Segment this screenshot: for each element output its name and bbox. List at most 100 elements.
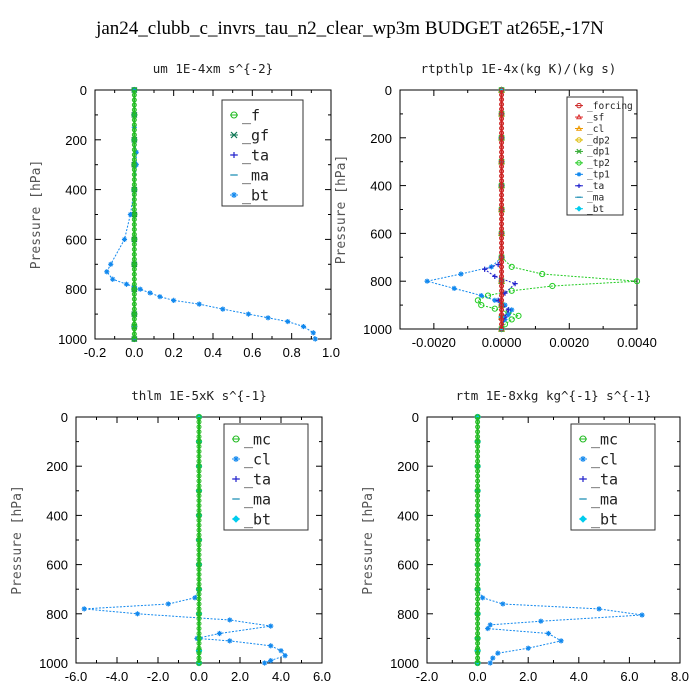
y-tick-label: 1000: [39, 656, 68, 671]
data-point: [282, 653, 288, 659]
data-point: [491, 305, 498, 312]
legend-entry: _tp2: [587, 158, 610, 169]
legend-entry: _ta: [244, 470, 271, 488]
zero-profile-point: [131, 92, 137, 98]
zero-profile-point: [196, 478, 202, 484]
data-point: [482, 266, 488, 272]
y-tick-label: 600: [397, 558, 419, 573]
zero-profile-point: [499, 173, 505, 179]
zero-profile-point: [475, 586, 481, 592]
zero-profile-point: [475, 547, 481, 553]
y-tick-label: 800: [397, 607, 419, 622]
zero-profile-point: [475, 601, 481, 607]
data-point: [285, 318, 291, 325]
data-point: [268, 623, 274, 629]
data-point: [268, 657, 274, 664]
data-point: [525, 645, 531, 651]
zero-profile-point: [499, 226, 505, 232]
zero-profile-point: [475, 429, 481, 435]
zero-profile-point: [475, 419, 481, 425]
y-tick-label: 600: [46, 558, 68, 573]
y-tick-label: 1000: [363, 322, 392, 337]
zero-profile-point: [475, 562, 481, 568]
zero-profile-point: [499, 87, 505, 93]
x-tick-label: 8.0: [671, 669, 689, 684]
zero-profile-point: [499, 221, 505, 227]
zero-profile-point: [499, 316, 505, 322]
zero-profile-point: [475, 591, 481, 597]
data-point: [495, 650, 501, 656]
x-tick-label: 6.0: [313, 669, 331, 684]
zero-profile-point: [196, 591, 202, 597]
legend-marker: [576, 148, 582, 155]
zero-profile-point: [196, 552, 202, 558]
data-point: [268, 643, 274, 649]
zero-profile-point: [499, 278, 505, 284]
zero-profile-point: [131, 281, 137, 287]
zero-profile-point: [131, 107, 137, 113]
zero-profile-point: [196, 419, 202, 425]
zero-profile-point: [475, 414, 481, 420]
zero-profile-point: [499, 106, 505, 112]
zero-profile-point: [475, 439, 481, 445]
chart-panel-3: thlm 1E-5xK s^{-1} Pressure [hPa] -6.0 -4.0…: [10, 388, 331, 684]
zero-profile-point: [196, 601, 202, 607]
x-tick-label: 0.0040: [617, 335, 657, 350]
figure-title: jan24_clubb_c_invrs_tau_n2_clear_wp3m BU…: [96, 18, 604, 39]
x-tick-label: 2.0: [231, 669, 249, 684]
zero-profile-point: [131, 197, 137, 203]
zero-profile-point: [499, 297, 505, 303]
zero-profile-point: [131, 212, 137, 217]
legend-entry: _tp1: [587, 170, 610, 181]
legend-marker: [230, 131, 238, 139]
data-point: [485, 625, 491, 632]
legend-entry: _cl: [591, 450, 618, 468]
zero-profile-point: [499, 130, 505, 136]
zero-profile-point: [196, 429, 202, 435]
data-point: [487, 622, 493, 628]
data-point: [121, 236, 128, 242]
zero-profile-point: [131, 291, 137, 297]
zero-profile-point: [499, 192, 505, 198]
zero-profile-point: [499, 283, 505, 289]
data-point: [492, 297, 498, 303]
data-point: [639, 612, 645, 618]
zero-profile-point: [196, 616, 202, 622]
y-tick-label: 800: [46, 607, 68, 622]
legend-marker: [233, 476, 239, 482]
y-tick-label: 0: [61, 410, 68, 425]
zero-profile-point: [475, 571, 481, 577]
data-point: [123, 281, 130, 287]
legend-marker: [576, 137, 582, 143]
zero-profile-point: [475, 498, 481, 504]
y-axis-label: Pressure [hPa]: [10, 485, 25, 595]
data-point: [110, 276, 116, 282]
data-point: [495, 261, 501, 268]
data-point: [300, 323, 307, 330]
zero-profile-point: [475, 527, 481, 533]
y-tick-label: 200: [397, 459, 419, 474]
legend-entry: _ma: [242, 166, 269, 184]
y-tick-label: 400: [46, 508, 68, 523]
zero-profile-point: [196, 424, 202, 430]
zero-profile-point: [131, 207, 137, 213]
legend-entry: _gf: [242, 126, 269, 144]
zero-profile-point: [499, 183, 505, 189]
zero-profile-point: [131, 187, 137, 193]
data-point: [424, 278, 430, 284]
zero-profile-point: [475, 596, 481, 602]
y-tick-label: 600: [370, 226, 392, 241]
panel-title: um 1E-4xm s^{-2}: [153, 61, 273, 76]
legend-entry: _bt: [591, 510, 618, 528]
zero-profile-point: [196, 581, 202, 587]
data-point: [509, 307, 515, 313]
zero-profile-point: [499, 216, 505, 222]
zero-profile-point: [131, 321, 137, 327]
data-point: [508, 287, 515, 294]
x-tick-label: 0.0020: [549, 335, 589, 350]
data-point: [312, 336, 318, 342]
legend-entry: _ma: [587, 193, 604, 204]
zero-profile-point: [131, 167, 137, 173]
data-point: [262, 660, 268, 666]
